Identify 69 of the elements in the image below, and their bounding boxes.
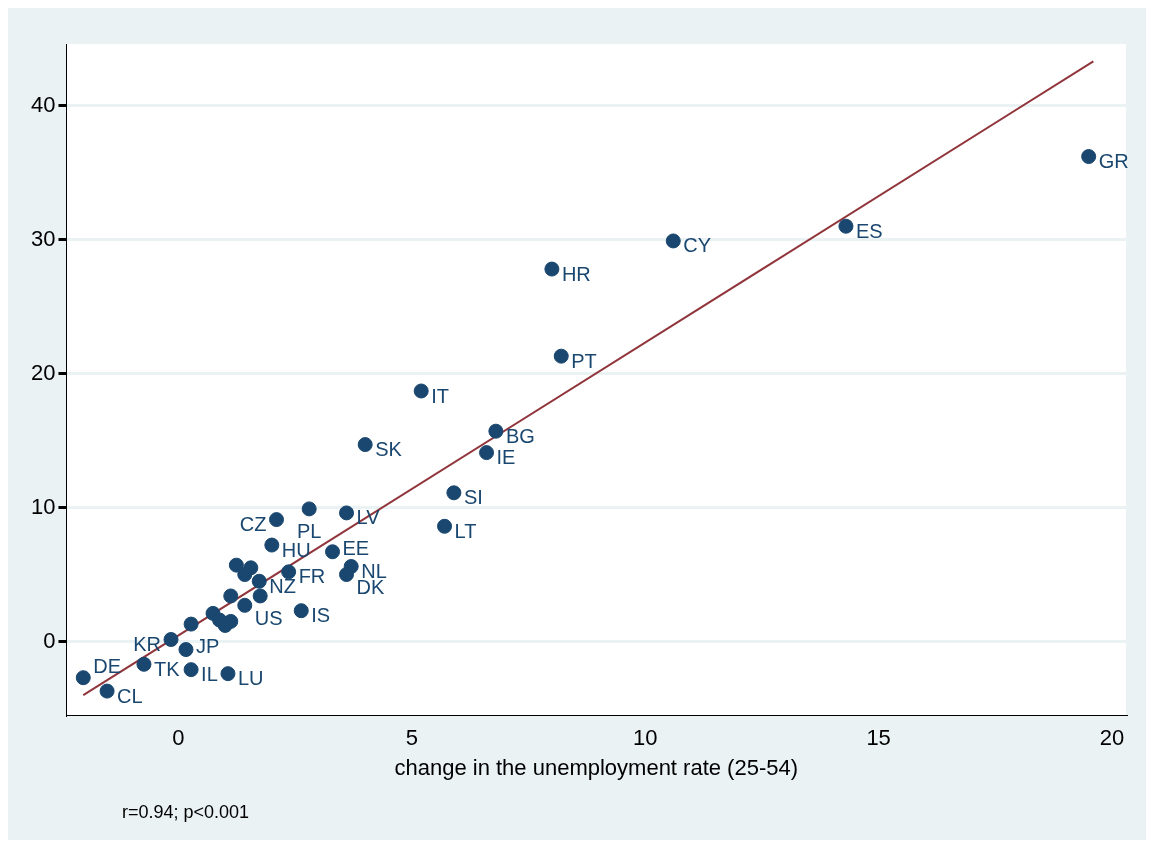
annotation: IT (431, 384, 449, 407)
point (99, 683, 115, 699)
annotation: CZ (239, 513, 267, 536)
point (223, 588, 239, 604)
annotation: ES (855, 219, 883, 242)
y-tick-label: 10 (30, 493, 56, 519)
annotation: US (254, 606, 283, 629)
point (237, 567, 253, 583)
annotation: JP (195, 635, 220, 658)
point (339, 567, 355, 583)
point (264, 537, 280, 553)
annotation: NZ (269, 574, 296, 597)
annotation: FR (298, 565, 326, 588)
y-tick-label: 30 (30, 225, 56, 251)
point (237, 597, 253, 613)
point (339, 505, 355, 521)
point (544, 261, 560, 277)
point (553, 348, 569, 364)
point (838, 218, 854, 234)
annotation: LT (454, 519, 477, 542)
y-tick-label: 20 (30, 359, 56, 385)
point (75, 670, 91, 686)
point (228, 557, 244, 573)
point (163, 632, 179, 648)
point (446, 485, 462, 501)
annotation: IL (201, 663, 218, 686)
x-tick-label: 10 (633, 725, 658, 751)
point (1081, 149, 1097, 165)
point (437, 518, 453, 534)
point (252, 588, 268, 604)
annotation: IE (496, 446, 516, 469)
x-tick-label: 0 (172, 725, 185, 751)
annotation: GR (1098, 150, 1129, 173)
annotation: EE (342, 537, 370, 560)
y-tick-label: 0 (43, 627, 56, 653)
annotation: IS (311, 604, 331, 627)
point (488, 423, 504, 439)
point (220, 666, 236, 682)
point (178, 642, 194, 658)
annotation: DE (93, 655, 122, 678)
point (269, 512, 285, 528)
point (251, 573, 267, 589)
x-tick-label: 20 (1099, 725, 1125, 751)
x-tick-label: 5 (405, 725, 418, 751)
annotation: HR (561, 262, 591, 285)
point (183, 662, 199, 678)
annotation: PT (571, 349, 597, 372)
point (301, 501, 317, 517)
x-tick-label: 15 (866, 725, 891, 751)
point (357, 437, 373, 453)
annotation: KR (133, 633, 162, 656)
point (479, 445, 495, 461)
point (413, 383, 429, 399)
point (183, 616, 199, 632)
annotation: CL (117, 684, 143, 707)
annotation: SI (463, 486, 483, 509)
y-tick-label: 40 (30, 91, 56, 117)
x-axis-title: change in the unemployment rate (25-54) (394, 754, 799, 780)
point (293, 603, 309, 619)
point (325, 544, 341, 560)
annotation: BG (505, 424, 535, 447)
point (665, 233, 681, 249)
point (281, 564, 297, 580)
text: r=0.94; p<0.001 (122, 802, 250, 823)
annotation: TK (153, 657, 181, 680)
point (136, 656, 152, 672)
annotation: SK (375, 438, 403, 461)
annotation: LU (237, 667, 264, 690)
annotation: CY (683, 234, 712, 257)
